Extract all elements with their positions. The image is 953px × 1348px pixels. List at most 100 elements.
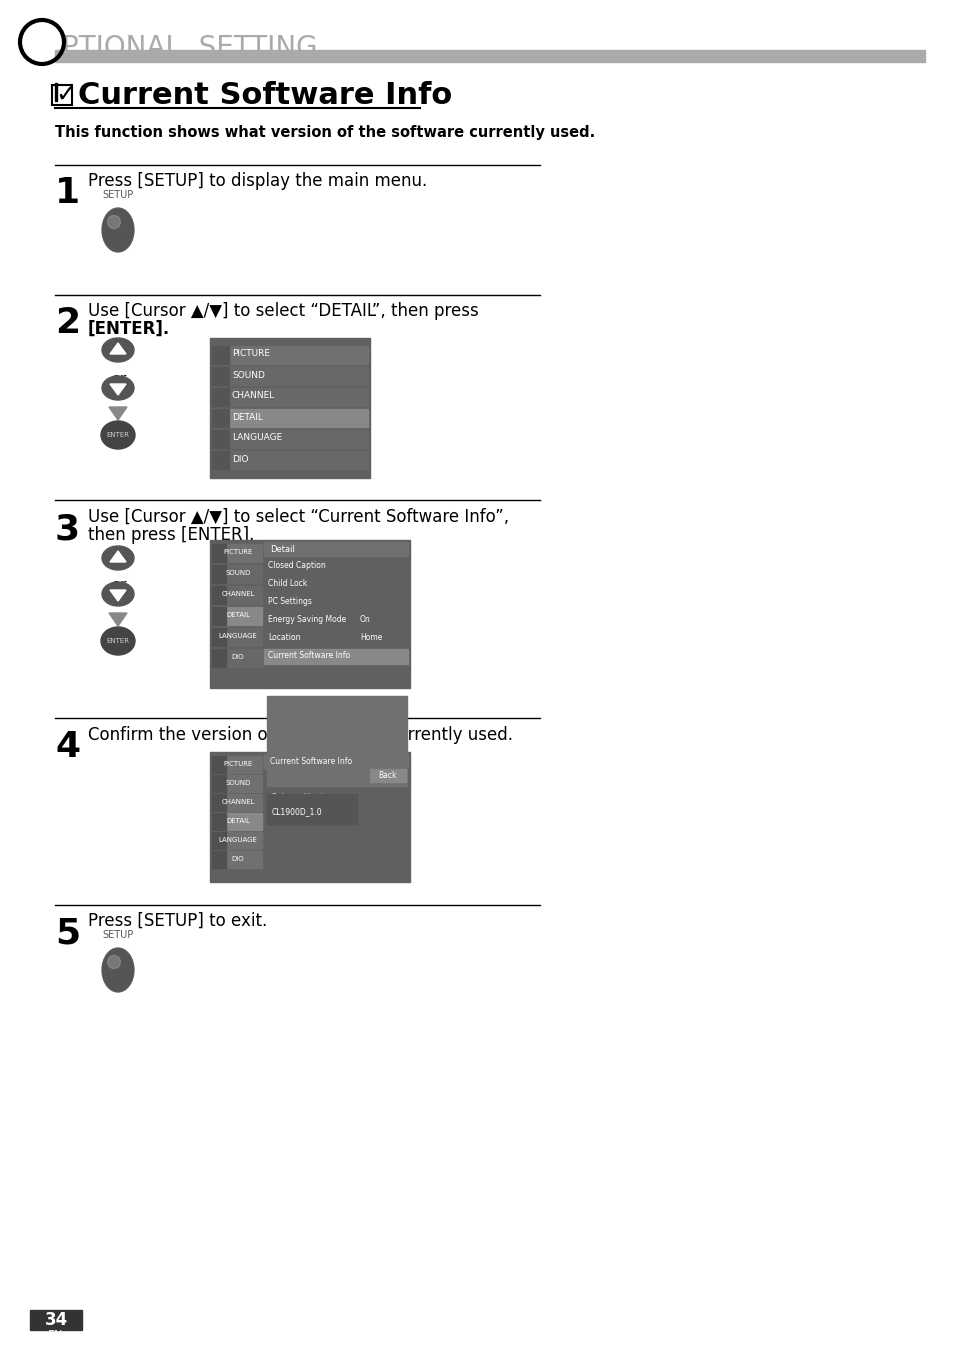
Text: Detail: Detail xyxy=(270,545,294,554)
Bar xyxy=(212,346,229,364)
Text: or: or xyxy=(111,578,126,593)
Bar xyxy=(212,388,229,406)
Bar xyxy=(55,84,57,101)
Text: EN: EN xyxy=(49,1330,64,1340)
Bar xyxy=(264,613,408,628)
Text: PTIONAL  SETTING: PTIONAL SETTING xyxy=(62,34,317,62)
Ellipse shape xyxy=(108,956,120,969)
Ellipse shape xyxy=(104,950,132,989)
Text: Use [Cursor ▲/▼] to select “Current Software Info”,: Use [Cursor ▲/▼] to select “Current Soft… xyxy=(88,508,509,526)
Ellipse shape xyxy=(106,213,131,247)
Text: LANGUAGE: LANGUAGE xyxy=(218,837,257,842)
Text: Press [SETUP] to display the main menu.: Press [SETUP] to display the main menu. xyxy=(88,173,427,190)
Bar xyxy=(212,851,262,868)
Bar xyxy=(212,794,226,811)
Ellipse shape xyxy=(108,216,120,229)
Polygon shape xyxy=(110,384,126,395)
Ellipse shape xyxy=(103,950,132,989)
Text: Home: Home xyxy=(359,634,382,643)
Ellipse shape xyxy=(101,421,135,449)
Bar xyxy=(212,565,226,582)
Text: Current Software Info: Current Software Info xyxy=(268,651,350,661)
Text: or: or xyxy=(111,372,126,387)
Ellipse shape xyxy=(105,952,131,988)
Text: 4: 4 xyxy=(55,731,80,764)
Bar xyxy=(370,768,406,782)
Text: [ENTER].: [ENTER]. xyxy=(88,319,170,338)
Bar xyxy=(264,594,408,611)
Bar xyxy=(210,752,410,882)
Polygon shape xyxy=(109,407,127,421)
Bar xyxy=(264,648,408,665)
Bar xyxy=(264,559,408,574)
Text: 3: 3 xyxy=(55,512,80,546)
Ellipse shape xyxy=(106,953,131,987)
Bar xyxy=(264,542,408,555)
Text: Press [SETUP] to exit.: Press [SETUP] to exit. xyxy=(88,913,267,930)
Bar xyxy=(212,408,229,427)
Bar xyxy=(212,367,368,386)
Bar xyxy=(212,452,229,469)
Text: Child Lock: Child Lock xyxy=(268,580,307,589)
Ellipse shape xyxy=(107,954,130,985)
Text: DETAIL: DETAIL xyxy=(226,612,250,617)
Ellipse shape xyxy=(101,627,135,655)
Bar xyxy=(212,628,226,646)
Text: ✓: ✓ xyxy=(55,84,76,106)
Bar xyxy=(264,754,408,768)
Text: SOUND: SOUND xyxy=(225,570,251,576)
Ellipse shape xyxy=(102,376,133,400)
Text: Current Software Info: Current Software Info xyxy=(78,81,452,109)
Text: Release Version:: Release Version: xyxy=(272,794,335,802)
Bar xyxy=(212,628,262,646)
Bar xyxy=(212,775,226,793)
Text: DIO: DIO xyxy=(232,454,248,464)
Bar xyxy=(212,813,226,830)
Bar xyxy=(212,545,262,562)
Text: SOUND: SOUND xyxy=(225,780,251,786)
Bar xyxy=(212,346,368,364)
Polygon shape xyxy=(110,551,126,562)
Text: ENTER: ENTER xyxy=(107,431,130,438)
Ellipse shape xyxy=(107,214,130,245)
Text: On: On xyxy=(359,616,371,624)
Text: SETUP: SETUP xyxy=(102,930,133,940)
Text: Use [Cursor ▲/▼] to select “DETAIL”, then press: Use [Cursor ▲/▼] to select “DETAIL”, the… xyxy=(88,302,478,319)
Bar xyxy=(264,631,408,646)
Text: CHANNEL: CHANNEL xyxy=(221,590,254,597)
Ellipse shape xyxy=(107,954,129,985)
Ellipse shape xyxy=(102,582,133,607)
Bar xyxy=(212,408,368,427)
Text: PICTURE: PICTURE xyxy=(232,349,270,359)
Text: This function shows what version of the software currently used.: This function shows what version of the … xyxy=(55,125,595,140)
Text: SOUND: SOUND xyxy=(232,371,265,380)
Bar xyxy=(212,452,368,469)
Bar xyxy=(212,430,229,448)
Text: 34: 34 xyxy=(45,1312,68,1329)
Text: PICTURE: PICTURE xyxy=(223,762,253,767)
Text: DETAIL: DETAIL xyxy=(226,818,250,824)
Text: Confirm the version of the software currently used.: Confirm the version of the software curr… xyxy=(88,727,513,744)
Bar xyxy=(267,794,356,824)
Text: ENTER: ENTER xyxy=(107,638,130,644)
Bar xyxy=(212,851,226,868)
Text: Location: Location xyxy=(268,634,300,643)
Bar xyxy=(212,565,262,582)
Ellipse shape xyxy=(102,948,133,992)
Ellipse shape xyxy=(105,212,131,248)
Text: Energy Saving Mode: Energy Saving Mode xyxy=(268,616,346,624)
Text: 5: 5 xyxy=(55,917,80,950)
Bar xyxy=(212,756,262,772)
Ellipse shape xyxy=(103,949,133,991)
Ellipse shape xyxy=(102,208,133,252)
Text: Closed Caption: Closed Caption xyxy=(268,562,325,570)
Text: then press [ENTER].: then press [ENTER]. xyxy=(88,526,254,545)
Bar xyxy=(212,430,368,448)
Bar xyxy=(212,756,226,772)
Ellipse shape xyxy=(103,210,132,249)
Bar xyxy=(212,832,262,849)
Text: SETUP: SETUP xyxy=(102,190,133,200)
Bar xyxy=(212,813,262,830)
Bar xyxy=(212,648,262,667)
Bar xyxy=(212,388,368,406)
